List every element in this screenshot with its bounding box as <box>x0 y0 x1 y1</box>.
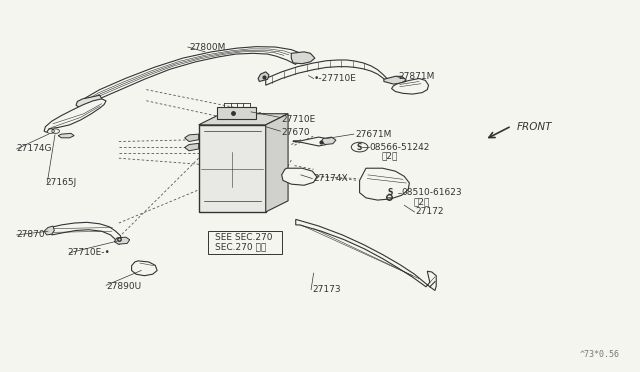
Polygon shape <box>282 168 317 185</box>
Polygon shape <box>321 137 336 144</box>
Polygon shape <box>198 114 288 125</box>
Polygon shape <box>132 261 157 276</box>
Polygon shape <box>266 60 387 85</box>
Polygon shape <box>291 52 315 64</box>
Text: 27174X: 27174X <box>314 174 348 183</box>
Polygon shape <box>184 143 198 151</box>
Polygon shape <box>392 78 429 94</box>
Polygon shape <box>293 137 326 146</box>
Text: •-27710E: •-27710E <box>314 74 356 83</box>
Text: 27174G: 27174G <box>17 144 52 153</box>
Text: 27710E-•: 27710E-• <box>68 248 111 257</box>
Text: 27165J: 27165J <box>45 178 77 187</box>
Polygon shape <box>44 99 106 132</box>
Polygon shape <box>266 114 288 212</box>
Text: SEC.270 参照: SEC.270 参照 <box>214 242 266 251</box>
Text: 08566-51242: 08566-51242 <box>370 142 430 151</box>
Text: 27890U: 27890U <box>106 282 141 291</box>
Polygon shape <box>384 76 406 84</box>
Polygon shape <box>184 134 198 141</box>
Polygon shape <box>58 134 74 138</box>
Text: S: S <box>357 142 362 151</box>
Polygon shape <box>76 95 103 108</box>
Polygon shape <box>296 219 436 291</box>
Text: 27870: 27870 <box>17 230 45 240</box>
Polygon shape <box>360 168 410 200</box>
Polygon shape <box>216 108 256 119</box>
Polygon shape <box>258 72 269 81</box>
Text: 27173: 27173 <box>312 285 341 294</box>
Text: 08510-61623: 08510-61623 <box>402 188 462 197</box>
Text: 27172: 27172 <box>416 208 444 217</box>
Polygon shape <box>84 46 301 108</box>
Text: SEE SEC.270: SEE SEC.270 <box>214 233 272 243</box>
Text: S: S <box>388 188 393 197</box>
Text: FRONT: FRONT <box>516 122 552 132</box>
Text: 27670: 27670 <box>282 128 310 137</box>
Polygon shape <box>44 226 54 235</box>
Polygon shape <box>115 237 130 244</box>
Text: 27671M: 27671M <box>355 129 392 139</box>
Text: 27710E: 27710E <box>282 115 316 124</box>
Polygon shape <box>198 125 266 212</box>
Polygon shape <box>51 222 121 244</box>
Text: ^73*0.56: ^73*0.56 <box>580 350 620 359</box>
Text: 27800M: 27800M <box>189 42 225 51</box>
Text: 27871M: 27871M <box>398 72 435 81</box>
Text: （2）: （2） <box>414 197 430 206</box>
Text: （2）: （2） <box>381 151 397 160</box>
